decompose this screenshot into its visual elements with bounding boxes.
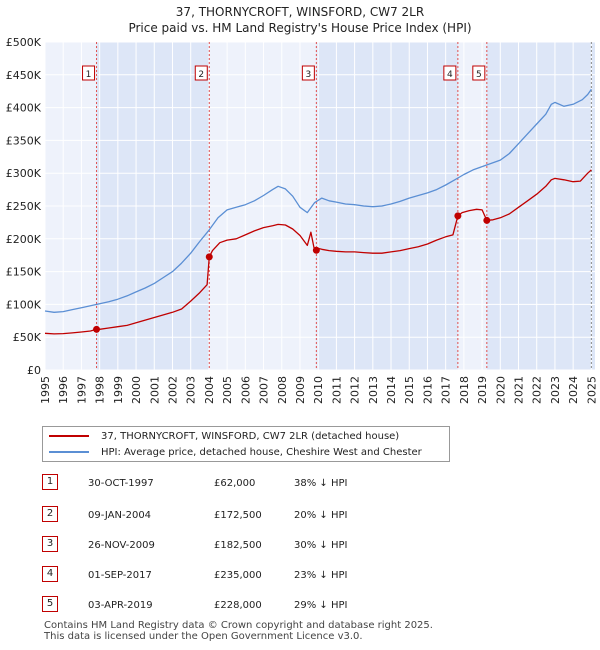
x-tick-label: 2025	[585, 376, 598, 404]
sale-point	[312, 246, 320, 254]
sale-price: £182,500	[214, 540, 262, 551]
x-tick-label: 2020	[494, 376, 507, 404]
x-tick-label: 2007	[258, 376, 271, 404]
sale-label: 2	[198, 70, 204, 80]
sale-number-badge: 3	[42, 536, 58, 552]
sale-point	[205, 253, 213, 261]
sale-hpi-diff: 38% ↓ HPI	[294, 478, 348, 489]
y-tick-label: £50K	[13, 331, 42, 344]
x-tick-label: 1998	[94, 376, 107, 404]
legend-item-property: 37, THORNYCROFT, WINSFORD, CW7 2LR (deta…	[49, 428, 399, 444]
y-tick-label: £100K	[6, 298, 42, 311]
sale-hpi-diff: 20% ↓ HPI	[294, 510, 348, 521]
x-tick-label: 2018	[458, 376, 471, 404]
sale-date: 03-APR-2019	[88, 600, 153, 611]
sale-point	[93, 325, 101, 333]
footer-license: This data is licensed under the Open Gov…	[44, 631, 363, 642]
x-tick-label: 2002	[166, 376, 179, 404]
x-tick-label: 2010	[312, 376, 325, 404]
sale-price: £62,000	[214, 478, 256, 489]
x-tick-label: 2013	[367, 376, 380, 404]
sale-number-badge: 5	[42, 596, 58, 612]
sale-point	[483, 216, 491, 224]
sale-label-box	[472, 65, 486, 81]
x-tick-label: 1997	[75, 376, 88, 404]
legend-swatch-property	[49, 435, 89, 437]
x-tick-label: 2017	[440, 376, 453, 404]
x-tick-label: 2011	[330, 376, 343, 404]
y-tick-label: £150K	[6, 266, 42, 279]
sale-label: 3	[305, 70, 311, 80]
x-tick-label: 2016	[421, 376, 434, 404]
y-tick-label: £250K	[6, 200, 42, 213]
x-tick-label: 2022	[531, 376, 544, 404]
x-tick-label: 1996	[57, 376, 70, 404]
x-tick-label: 2003	[185, 376, 198, 404]
legend-label-property: 37, THORNYCROFT, WINSFORD, CW7 2LR (deta…	[101, 430, 400, 442]
sale-row: 5 03-APR-2019 £228,000 29% ↓ HPI	[42, 596, 582, 614]
footer: Contains HM Land Registry data © Crown c…	[44, 620, 433, 642]
chart-subtitle: Price paid vs. HM Land Registry's House …	[128, 21, 471, 35]
sale-date: 30-OCT-1997	[88, 478, 154, 489]
x-tick-label: 2005	[221, 376, 234, 404]
y-tick-label: £500K	[6, 36, 42, 49]
x-tick-label: 2023	[549, 376, 562, 404]
sale-number-badge: 2	[42, 506, 58, 522]
x-tick-label: 2014	[385, 376, 398, 404]
x-tick-label: 2012	[349, 376, 362, 404]
y-tick-label: £350K	[6, 134, 42, 147]
sale-date: 09-JAN-2004	[88, 510, 152, 521]
x-tick-label: 2015	[403, 376, 416, 404]
sale-number-badge: 1	[42, 474, 58, 490]
x-tick-label: 1995	[39, 376, 52, 404]
sale-hpi-diff: 30% ↓ HPI	[294, 540, 348, 551]
sale-row: 4 01-SEP-2017 £235,000 23% ↓ HPI	[42, 566, 582, 584]
sale-label: 5	[476, 70, 482, 80]
y-tick-label: £400K	[6, 102, 42, 115]
legend: 37, THORNYCROFT, WINSFORD, CW7 2LR (deta…	[42, 426, 450, 462]
x-tick-label: 1999	[112, 376, 125, 404]
sale-label-box	[82, 65, 96, 81]
price-chart: 37, THORNYCROFT, WINSFORD, CW7 2LR Price…	[6, 5, 599, 404]
sale-label-box	[301, 65, 315, 81]
sale-label-box	[194, 65, 208, 81]
x-tick-label: 2001	[148, 376, 161, 404]
chart-title: 37, THORNYCROFT, WINSFORD, CW7 2LR	[176, 5, 424, 19]
legend-label-hpi: HPI: Average price, detached house, Ches…	[101, 446, 422, 458]
y-tick-label: £300K	[6, 167, 42, 180]
x-tick-label: 2000	[130, 376, 143, 404]
sale-label: 4	[447, 70, 453, 80]
sale-date: 26-NOV-2009	[88, 540, 155, 551]
sale-point	[454, 212, 462, 220]
sale-row: 3 26-NOV-2009 £182,500 30% ↓ HPI	[42, 536, 582, 554]
legend-swatch-hpi	[49, 451, 89, 453]
sale-hpi-diff: 29% ↓ HPI	[294, 600, 348, 611]
footer-copyright: Contains HM Land Registry data © Crown c…	[44, 620, 433, 631]
y-tick-label: £200K	[6, 233, 42, 246]
sale-hpi-diff: 23% ↓ HPI	[294, 570, 348, 581]
hpi-line	[44, 88, 592, 313]
x-tick-label: 2004	[203, 376, 216, 404]
x-tick-label: 2006	[239, 376, 252, 404]
sale-row: 1 30-OCT-1997 £62,000 38% ↓ HPI	[42, 474, 582, 492]
sale-number-badge: 4	[42, 566, 58, 582]
x-tick-label: 2021	[513, 376, 526, 404]
sale-label-box	[443, 65, 457, 81]
x-tick-label: 2009	[294, 376, 307, 404]
sale-label: 1	[86, 70, 92, 80]
x-tick-label: 2008	[276, 376, 289, 404]
y-tick-label: £450K	[6, 69, 42, 82]
sale-price: £172,500	[214, 510, 262, 521]
sale-row: 2 09-JAN-2004 £172,500 20% ↓ HPI	[42, 506, 582, 524]
sale-date: 01-SEP-2017	[88, 570, 152, 581]
legend-item-hpi: HPI: Average price, detached house, Ches…	[49, 444, 422, 460]
x-tick-label: 2024	[567, 376, 580, 404]
sale-price: £235,000	[214, 570, 262, 581]
sale-price: £228,000	[214, 600, 262, 611]
y-tick-label: £0	[27, 364, 41, 377]
x-tick-label: 2019	[476, 376, 489, 404]
